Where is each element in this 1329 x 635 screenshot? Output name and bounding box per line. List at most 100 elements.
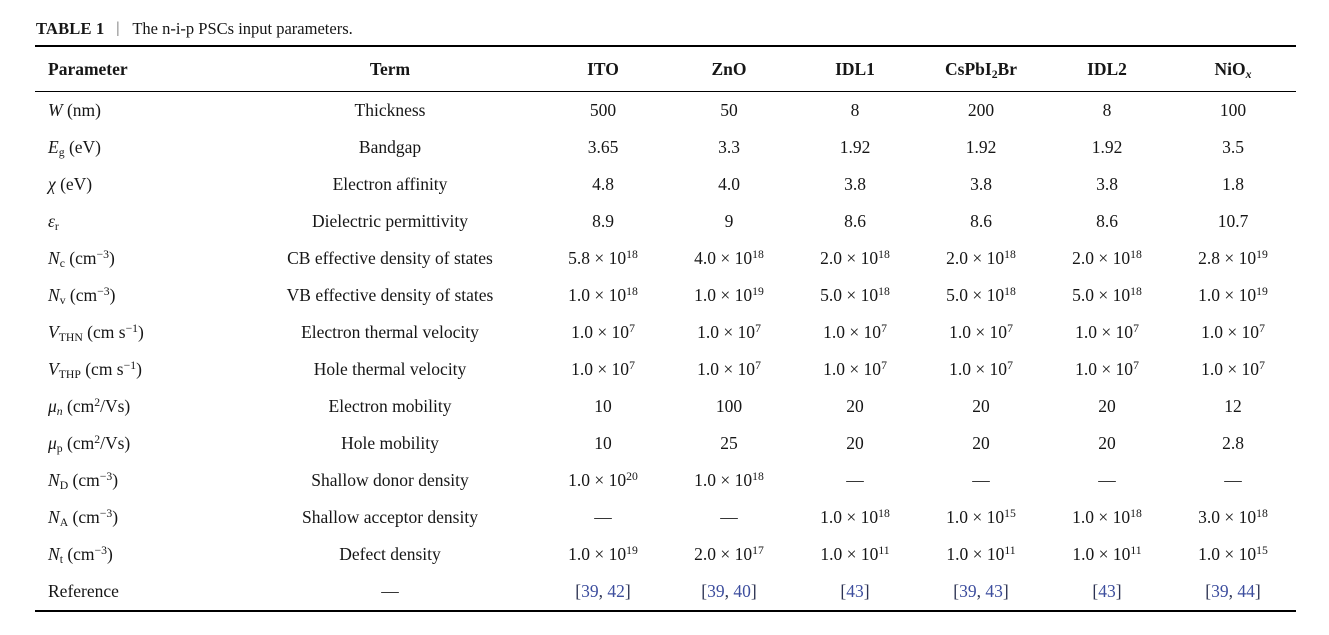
value-cell: 3.8: [970, 174, 992, 194]
value-cell: 1.0 × 107: [1201, 358, 1265, 379]
value-cell: 2.8 × 1019: [1198, 247, 1268, 268]
parameter-cell: μn (cm2/Vs): [48, 395, 131, 419]
value-cell: 3.0 × 1018: [1198, 506, 1268, 527]
value-cell: 5.0 × 1018: [820, 284, 890, 305]
value-cell: 1.0 × 1015: [946, 506, 1016, 527]
value-cell: 1.0 × 107: [949, 321, 1013, 342]
column-header-zno: ZnO: [666, 46, 792, 92]
value-cell: 1.0 × 1018: [820, 506, 890, 527]
value-cell: 1.0 × 107: [1075, 321, 1139, 342]
term-cell: Defect density: [339, 544, 441, 564]
column-header-ito: ITO: [540, 46, 666, 92]
term-cell: Shallow acceptor density: [302, 507, 478, 527]
table-row: χ (eV) Electron affinity 4.8 4.0 3.8 3.8 3.8 1.…: [35, 166, 1296, 203]
value-cell: 2.0 × 1018: [1072, 247, 1142, 268]
caption-separator: |: [116, 19, 120, 37]
value-cell: 8: [1102, 100, 1112, 120]
value-cell: 12: [1224, 396, 1242, 416]
column-header-idl2: IDL2: [1044, 46, 1170, 92]
term-cell: —: [381, 581, 399, 601]
reference-link[interactable]: [43]: [1092, 581, 1122, 601]
value-cell: 20: [846, 433, 864, 453]
value-cell: 500: [589, 100, 617, 120]
header-row: Parameter Term ITO ZnO IDL1 CsPbI2Br IDL2 NiOx: [35, 46, 1296, 92]
column-header-parameter: Parameter: [35, 46, 240, 92]
term-cell: VB effective density of states: [286, 285, 494, 305]
column-header-idl1: IDL1: [792, 46, 918, 92]
value-cell: 1.0 × 107: [1201, 321, 1265, 342]
column-header-niox: NiOx: [1170, 46, 1296, 92]
value-cell: 1.0 × 1018: [568, 284, 638, 305]
term-cell: Hole mobility: [341, 433, 439, 453]
value-cell: 1.0 × 1011: [946, 543, 1016, 564]
value-cell: 2.0 × 1018: [946, 247, 1016, 268]
parameter-cell: W (nm): [48, 100, 101, 120]
table-caption-label: TABLE 1: [36, 18, 105, 38]
value-cell: 20: [1098, 396, 1116, 416]
reference-link[interactable]: [43]: [840, 581, 870, 601]
value-cell: 1.0 × 1018: [694, 469, 764, 490]
parameters-table: Parameter Term ITO ZnO IDL1 CsPbI2Br IDL2 NiOx …: [35, 45, 1296, 612]
table-caption-text: The n-i-p PSCs input parameters.: [132, 18, 353, 38]
value-cell: 1.92: [1091, 137, 1123, 157]
value-cell: 1.0 × 107: [571, 321, 635, 342]
value-cell: 2.0 × 1017: [694, 543, 764, 564]
table-header: Parameter Term ITO ZnO IDL1 CsPbI2Br IDL2 NiOx: [35, 46, 1296, 92]
value-cell: 10: [594, 433, 612, 453]
value-cell: 5.0 × 1018: [946, 284, 1016, 305]
table-row: Nc (cm−3) CB effective density of states 5…: [35, 240, 1296, 277]
term-cell: CB effective density of states: [287, 248, 493, 268]
value-cell: 1.0 × 107: [697, 321, 761, 342]
term-cell: Electron thermal velocity: [301, 322, 479, 342]
parameter-cell: μp (cm2/Vs): [48, 432, 131, 456]
value-cell: 1.0 × 1019: [694, 284, 764, 305]
table-row: VTHP (cm s−1) Hole thermal velocity 1.0 × …: [35, 351, 1296, 388]
column-header-term: Term: [240, 46, 540, 92]
parameter-cell: ND (cm−3): [48, 469, 119, 493]
reference-link[interactable]: [39, 44]: [1205, 581, 1261, 601]
term-cell: Hole thermal velocity: [313, 359, 467, 379]
value-cell: 20: [846, 396, 864, 416]
value-cell: 8.6: [1096, 211, 1118, 231]
parameter-cell: VTHN (cm s−1): [48, 321, 144, 345]
table-row: Eg (eV) Bandgap 3.65 3.3 1.92 1.92 1.92 3.5: [35, 129, 1296, 166]
table-row: ND (cm−3) Shallow donor density 1.0 × 1020…: [35, 462, 1296, 499]
table-row: W (nm) Thickness 500 50 8 200 8 100: [35, 92, 1296, 130]
value-cell: 100: [1219, 100, 1247, 120]
value-cell: 10: [594, 396, 612, 416]
parameter-cell: χ (eV): [48, 174, 93, 194]
table-body: W (nm) Thickness 500 50 8 200 8 100 Eg (eV) Bandg…: [35, 92, 1296, 612]
value-cell: 1.8: [1222, 174, 1244, 194]
value-cell: 1.0 × 1011: [1072, 543, 1142, 564]
value-cell: 1.0 × 107: [823, 358, 887, 379]
value-cell: 1.0 × 1019: [1198, 284, 1268, 305]
value-cell: 2.8: [1222, 433, 1244, 453]
reference-link[interactable]: [39, 43]: [953, 581, 1009, 601]
parameter-cell: Eg (eV): [48, 137, 101, 160]
value-cell: 3.3: [718, 137, 740, 157]
value-cell: —: [720, 507, 738, 527]
value-cell: 4.8: [592, 174, 614, 194]
reference-link[interactable]: [39, 40]: [701, 581, 757, 601]
value-cell: 100: [715, 396, 743, 416]
reference-link[interactable]: [39, 42]: [575, 581, 631, 601]
value-cell: —: [1224, 470, 1242, 490]
term-cell: Thickness: [354, 100, 426, 120]
parameter-cell: Nt (cm−3): [48, 543, 113, 567]
value-cell: —: [972, 470, 990, 490]
value-cell: 1.0 × 1019: [568, 543, 638, 564]
value-cell: 1.0 × 1015: [1198, 543, 1268, 564]
value-cell: 50: [720, 100, 738, 120]
value-cell: 5.0 × 1018: [1072, 284, 1142, 305]
table-row: Nt (cm−3) Defect density 1.0 × 1019 2.0 × 1…: [35, 536, 1296, 573]
term-cell: Bandgap: [358, 137, 422, 157]
value-cell: 5.8 × 1018: [568, 247, 638, 268]
value-cell: 4.0: [718, 174, 740, 194]
value-cell: —: [594, 507, 612, 527]
value-cell: —: [1098, 470, 1116, 490]
value-cell: 200: [967, 100, 995, 120]
value-cell: 10.7: [1217, 211, 1249, 231]
table-row: εr Dielectric permittivity 8.9 9 8.6 8.6 8.6 10…: [35, 203, 1296, 240]
value-cell: 1.0 × 107: [697, 358, 761, 379]
value-cell: 20: [972, 396, 990, 416]
